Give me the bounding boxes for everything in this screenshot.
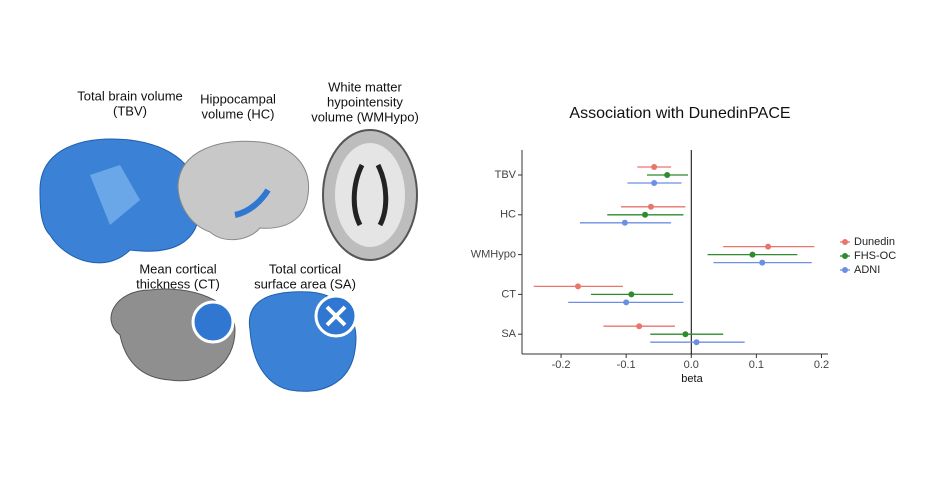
legend-label: Dunedin [854, 236, 895, 248]
y-tick-label: HC [500, 209, 516, 221]
x-tick-label: 0.2 [814, 359, 829, 371]
brain-label: (TBV) [113, 103, 147, 118]
x-tick-label: 0.0 [684, 359, 699, 371]
point [682, 331, 689, 338]
point [759, 259, 766, 266]
brain-illustrations [39, 129, 418, 392]
brain-label: hypointensity [327, 94, 403, 109]
x-tick-label: 0.1 [749, 359, 764, 371]
brain-tbv-cut [90, 165, 140, 225]
y-tick-label: CT [501, 288, 516, 300]
brain-label: Hippocampal [200, 91, 276, 106]
brain-label: Total cortical [269, 261, 341, 276]
brain-label: Mean cortical [139, 261, 216, 276]
y-tick-label: SA [501, 328, 516, 340]
point [636, 323, 643, 330]
x-tick-label: -0.1 [617, 359, 636, 371]
point [574, 283, 581, 290]
point [693, 339, 700, 346]
legend-swatch [842, 267, 848, 273]
ct-zoom [191, 300, 235, 344]
point [765, 243, 772, 250]
legend-swatch [842, 239, 848, 245]
hippocampus [234, 188, 271, 218]
x-tick-label: -0.2 [552, 359, 571, 371]
white-matter [335, 143, 405, 247]
point [628, 291, 635, 298]
y-tick-label: TBV [495, 169, 517, 181]
point [651, 180, 658, 186]
point [651, 164, 658, 170]
point [621, 219, 628, 226]
point [664, 172, 671, 178]
brain-label: White matter [328, 79, 402, 94]
brain-label: volume (HC) [202, 106, 275, 121]
point [623, 299, 630, 306]
point [749, 251, 756, 258]
ventricles [351, 163, 389, 227]
brain-hc [177, 140, 310, 241]
sa-icon [325, 305, 347, 327]
y-tick-label: WMHypo [471, 249, 516, 261]
brain-label: thickness (CT) [136, 276, 220, 291]
legend-label: ADNI [854, 264, 880, 276]
legend-label: FHS-OC [854, 250, 896, 262]
point [642, 211, 649, 218]
brain-label: Total brain volume [77, 88, 183, 103]
chart-title: Association with DunedinPACE [569, 105, 790, 122]
legend-swatch [842, 253, 848, 259]
brain-label: surface area (SA) [254, 276, 356, 291]
brain-label: volume (WMHypo) [311, 109, 419, 124]
point [647, 203, 654, 210]
x-axis-label: beta [681, 373, 703, 385]
